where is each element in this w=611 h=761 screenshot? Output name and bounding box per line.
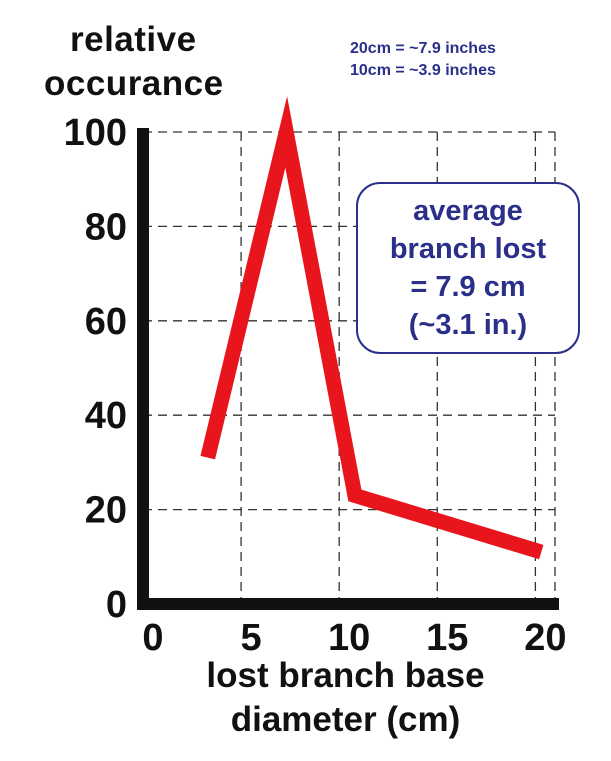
callout-line-3: = 7.9 cm — [410, 271, 526, 303]
x-axis-label-line-1: lost branch base — [206, 656, 485, 695]
y-tick-label: 60 — [85, 301, 127, 343]
x-tick-label: 20 — [524, 617, 566, 659]
x-tick-label: 10 — [328, 617, 370, 659]
y-axis-label-line-2: occurance — [44, 64, 224, 103]
x-tick-label: 15 — [426, 617, 468, 659]
x-axis-label-line-2: diameter (cm) — [230, 700, 461, 739]
y-tick-label: 80 — [85, 206, 127, 248]
y-tick-label: 100 — [64, 112, 127, 154]
conversion-note-10cm: 10cm = ~3.9 inches — [350, 62, 496, 79]
x-tick-label: 5 — [241, 617, 262, 659]
y-tick-label: 20 — [85, 490, 127, 532]
data-series — [200, 96, 544, 560]
callout-line-4: (~3.1 in.) — [408, 309, 528, 341]
y-tick-label: 0 — [106, 584, 127, 626]
axes — [137, 128, 559, 610]
x-tick-label: 0 — [142, 617, 163, 659]
callout-line-1: average — [413, 195, 523, 227]
average-branch-callout: average branch lost = 7.9 cm (~3.1 in.) — [356, 182, 580, 354]
y-tick-label: 40 — [85, 395, 127, 437]
y-axis-label-line-1: relative — [70, 20, 197, 59]
callout-line-2: branch lost — [389, 233, 547, 265]
series-line — [200, 96, 544, 560]
conversion-note-20cm: 20cm = ~7.9 inches — [350, 40, 496, 57]
tick-labels: 0 20 40 60 80 100 0 5 10 15 20 — [64, 112, 567, 659]
